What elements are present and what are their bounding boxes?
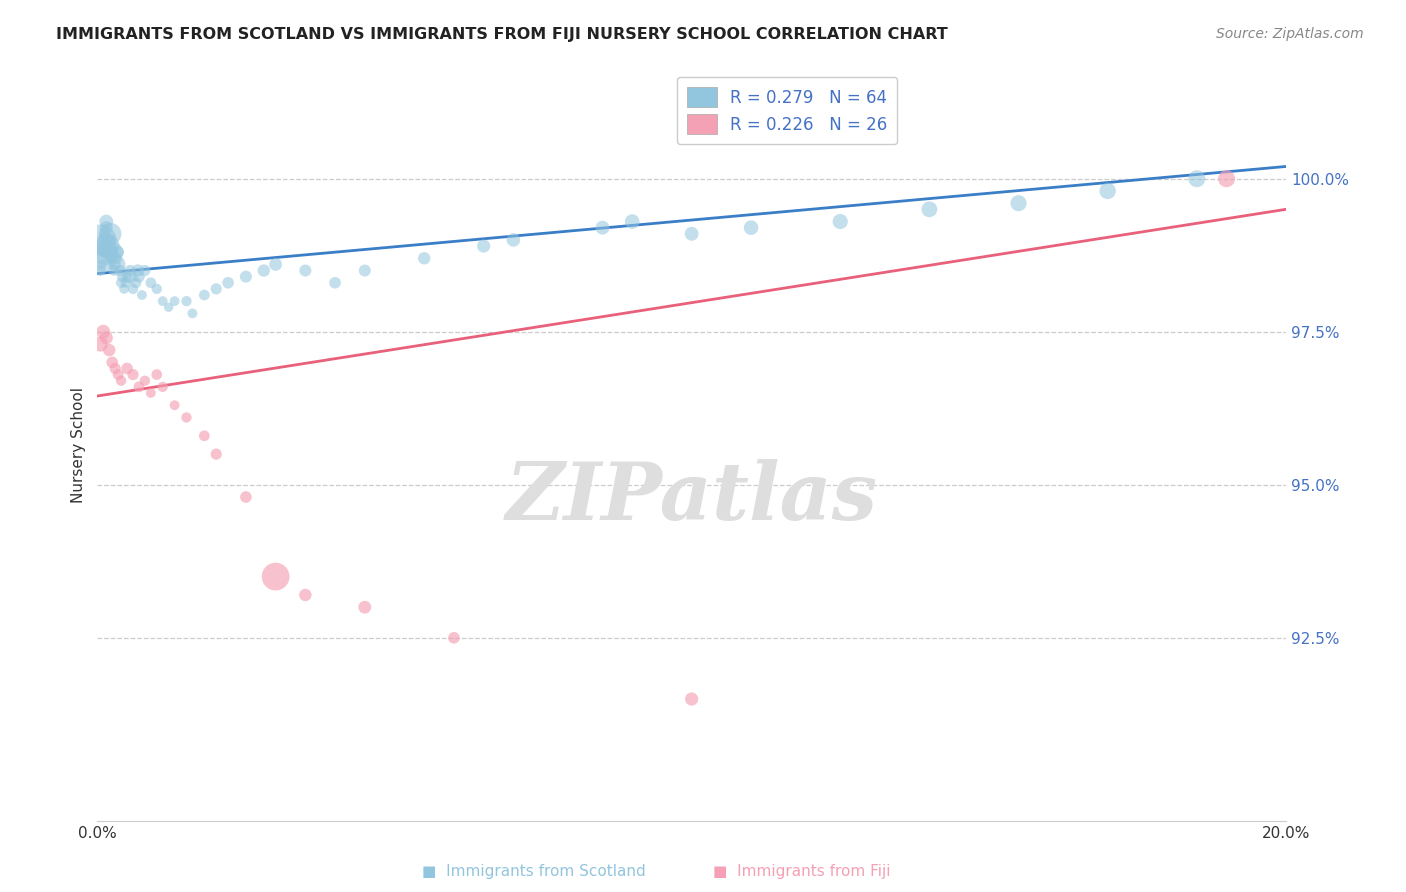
- Point: [146, 282, 169, 296]
- Text: ■  Immigrants from Scotland: ■ Immigrants from Scotland: [422, 863, 647, 879]
- Point: [91, 233, 114, 247]
- Text: Source: ZipAtlas.com: Source: ZipAtlas.com: [1216, 27, 1364, 41]
- Point: [1185, 171, 1208, 186]
- Point: [131, 288, 153, 302]
- Point: [681, 692, 703, 706]
- Point: [115, 269, 138, 284]
- Point: [115, 276, 138, 290]
- Point: [128, 380, 150, 394]
- Point: [918, 202, 941, 217]
- Point: [176, 410, 198, 425]
- Point: [91, 252, 114, 266]
- Point: [621, 214, 644, 228]
- Point: [128, 269, 150, 284]
- Point: [193, 429, 215, 443]
- Point: [294, 588, 316, 602]
- Point: [101, 245, 124, 260]
- Point: [96, 220, 118, 235]
- Point: [294, 263, 316, 277]
- Point: [96, 239, 118, 253]
- Point: [103, 263, 125, 277]
- Point: [91, 325, 114, 339]
- Point: [122, 282, 145, 296]
- Point: [264, 257, 287, 271]
- Point: [146, 368, 169, 382]
- Point: [1097, 184, 1119, 198]
- Point: [98, 233, 121, 247]
- Point: [107, 245, 129, 260]
- Point: [91, 257, 114, 271]
- Point: [105, 257, 128, 271]
- Point: [152, 380, 174, 394]
- Point: [472, 239, 495, 253]
- Point: [205, 282, 228, 296]
- Point: [112, 282, 135, 296]
- Point: [89, 337, 111, 351]
- Point: [592, 220, 614, 235]
- Point: [90, 233, 112, 247]
- Point: [193, 288, 215, 302]
- Y-axis label: Nursery School: Nursery School: [72, 387, 86, 503]
- Point: [105, 252, 128, 266]
- Point: [134, 374, 156, 388]
- Point: [110, 276, 132, 290]
- Point: [235, 490, 257, 504]
- Point: [93, 245, 115, 260]
- Point: [118, 263, 141, 277]
- Point: [118, 269, 141, 284]
- Point: [107, 368, 129, 382]
- Point: [353, 600, 375, 615]
- Point: [134, 263, 156, 277]
- Text: ZIPatlas: ZIPatlas: [506, 459, 877, 536]
- Point: [93, 227, 115, 241]
- Point: [101, 355, 124, 369]
- Point: [96, 331, 118, 345]
- Point: [98, 343, 121, 357]
- Point: [502, 233, 524, 247]
- Point: [115, 361, 138, 376]
- Point: [108, 263, 131, 277]
- Point: [100, 252, 122, 266]
- Point: [100, 227, 122, 241]
- Point: [681, 227, 703, 241]
- Point: [830, 214, 852, 228]
- Point: [217, 276, 239, 290]
- Point: [152, 294, 174, 309]
- Legend: R = 0.279   N = 64, R = 0.226   N = 26: R = 0.279 N = 64, R = 0.226 N = 26: [676, 77, 897, 145]
- Point: [89, 263, 111, 277]
- Point: [443, 631, 465, 645]
- Point: [103, 245, 125, 260]
- Point: [163, 398, 186, 412]
- Point: [104, 361, 127, 376]
- Point: [323, 276, 346, 290]
- Point: [1007, 196, 1029, 211]
- Point: [139, 276, 162, 290]
- Text: IMMIGRANTS FROM SCOTLAND VS IMMIGRANTS FROM FIJI NURSERY SCHOOL CORRELATION CHAR: IMMIGRANTS FROM SCOTLAND VS IMMIGRANTS F…: [56, 27, 948, 42]
- Point: [264, 569, 287, 583]
- Point: [205, 447, 228, 461]
- Text: ■  Immigrants from Fiji: ■ Immigrants from Fiji: [713, 863, 890, 879]
- Point: [125, 276, 148, 290]
- Point: [94, 245, 117, 260]
- Point: [96, 214, 118, 228]
- Point: [253, 263, 276, 277]
- Point: [353, 263, 375, 277]
- Point: [235, 269, 257, 284]
- Point: [139, 386, 162, 401]
- Point: [413, 252, 436, 266]
- Point: [740, 220, 762, 235]
- Point: [157, 300, 180, 314]
- Point: [111, 269, 134, 284]
- Point: [122, 368, 145, 382]
- Point: [97, 239, 120, 253]
- Point: [1215, 171, 1237, 186]
- Point: [104, 257, 127, 271]
- Point: [127, 263, 149, 277]
- Point: [176, 294, 198, 309]
- Point: [110, 374, 132, 388]
- Point: [181, 306, 204, 320]
- Point: [163, 294, 186, 309]
